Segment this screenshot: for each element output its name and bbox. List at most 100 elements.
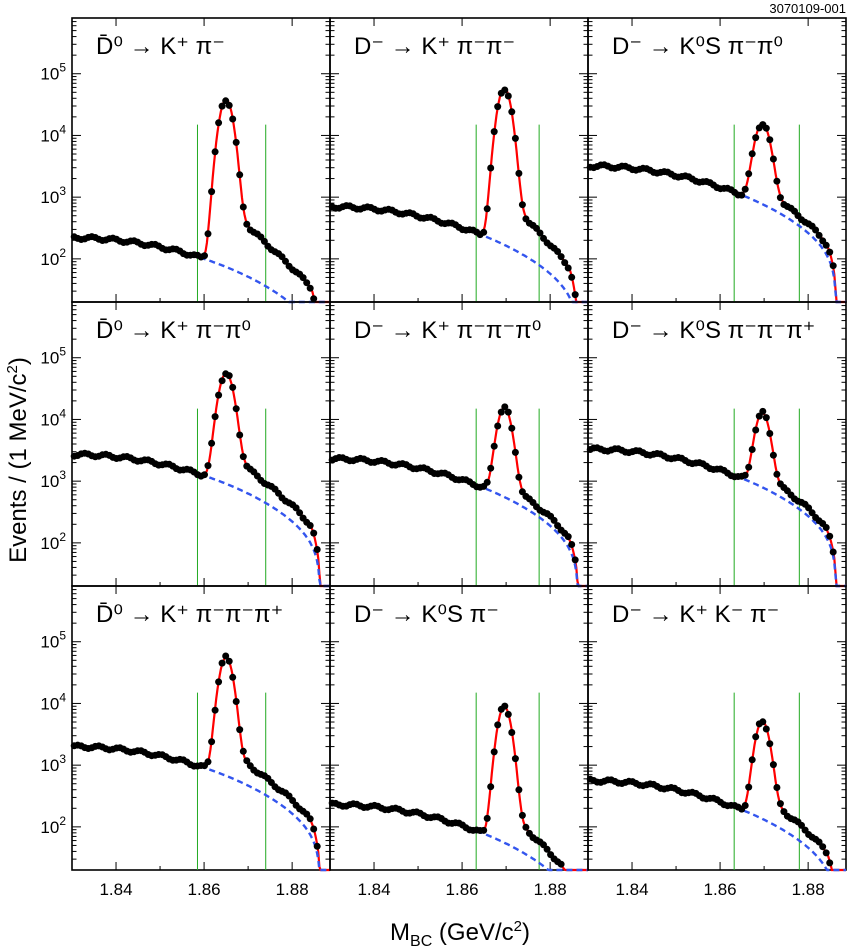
data-point	[773, 784, 781, 791]
data-point	[310, 295, 318, 303]
data-point	[822, 849, 830, 857]
data-point	[208, 738, 216, 746]
y-tick-label: 102	[40, 814, 66, 837]
decay-mode-label: D̄⁰ → K⁺ π⁻π⁰	[96, 317, 251, 344]
panel-grid: 102 103 104 105 D̄⁰ → K⁺ π⁻ D⁻ → K⁺ π⁻π⁻ D⁻ → …	[40, 17, 847, 899]
data-point	[515, 473, 523, 481]
data-point	[762, 725, 770, 733]
data-point	[289, 797, 297, 804]
y-axis-title: Events / (1 MeV/c2)	[4, 357, 32, 563]
data-point	[769, 761, 777, 769]
data-point	[748, 446, 756, 453]
data-point	[805, 504, 813, 512]
data-point	[215, 119, 223, 127]
y-tick-label: 105	[40, 629, 66, 652]
data-point	[218, 659, 226, 667]
data-point	[222, 652, 230, 660]
panel-7: 102 103 104 105 1.84 1.86 1.88 D̄⁰ → K⁺ π⁻π⁻π⁺	[40, 585, 331, 899]
data-point	[564, 533, 572, 541]
data-point	[769, 155, 777, 163]
data-point	[313, 842, 321, 850]
data-point	[826, 859, 834, 867]
panel-frame	[71, 301, 331, 587]
data-point	[571, 291, 579, 299]
fit-curve	[330, 87, 588, 304]
panel-frame	[587, 17, 847, 303]
data-point	[218, 377, 226, 385]
figure-id: 3070109-001	[769, 1, 846, 16]
data-point	[829, 262, 837, 270]
data-point	[762, 124, 770, 132]
data-point	[483, 814, 491, 822]
data-point	[501, 702, 509, 710]
y-tick-label: 102	[40, 530, 66, 553]
data-point	[204, 462, 212, 470]
data-point	[759, 407, 767, 415]
data-point	[483, 478, 491, 486]
panel-frame	[329, 301, 589, 587]
data-point	[229, 115, 237, 123]
y-tick-label: 104	[40, 122, 66, 145]
data-point	[511, 755, 519, 763]
data-point	[741, 471, 749, 479]
decay-mode-label: D⁻ → K⁺ K⁻ π⁻	[612, 601, 779, 628]
decay-mode-label: D⁻ → K⁰S π⁻	[354, 601, 499, 628]
data-point	[738, 191, 746, 199]
data-point	[497, 408, 505, 416]
data-point	[762, 414, 770, 422]
data-point	[561, 259, 569, 267]
data-point	[225, 657, 233, 665]
data-point	[741, 185, 749, 193]
data-point	[215, 678, 223, 686]
panel-frame	[329, 17, 589, 303]
data-point	[557, 860, 565, 868]
data-point	[543, 845, 551, 853]
data-point	[310, 825, 318, 833]
data-point	[296, 509, 304, 517]
data-point	[225, 372, 233, 380]
data-point	[494, 422, 502, 430]
data-point	[306, 815, 314, 823]
x-tick-label: 1.84	[615, 880, 648, 899]
x-tick-label: 1.86	[704, 880, 737, 899]
data-point	[769, 451, 777, 459]
data-point	[282, 257, 289, 265]
data-point	[773, 177, 781, 185]
data-point	[236, 171, 244, 179]
data-point	[745, 170, 753, 178]
data-point	[306, 284, 314, 292]
data-point	[536, 229, 544, 237]
decay-mode-label: D⁻ → K⁺ π⁻π⁻π⁰	[354, 317, 541, 344]
data-point	[504, 408, 512, 416]
data-point	[292, 504, 300, 512]
data-point	[815, 231, 823, 239]
data-point	[501, 403, 509, 411]
background-curve	[588, 779, 846, 872]
panel-6: D⁻ → K⁰S π⁻π⁻π⁺	[586, 301, 847, 588]
data-point	[299, 274, 307, 282]
data-point	[773, 470, 781, 478]
data-point	[487, 164, 495, 172]
data-point	[518, 811, 526, 819]
data-point	[745, 783, 753, 791]
x-tick-label: 1.88	[276, 880, 309, 899]
panel-4: 102 103 104 105 D̄⁰ → K⁺ π⁻π⁰	[40, 301, 331, 588]
data-point	[243, 220, 251, 228]
x-tick-label: 1.84	[99, 880, 132, 899]
data-point	[310, 529, 318, 537]
data-point	[239, 203, 247, 211]
data-point	[504, 92, 512, 100]
panel-frame	[329, 585, 589, 871]
data-point	[568, 273, 576, 281]
data-point	[752, 134, 760, 142]
fit-curve	[72, 372, 330, 588]
data-point	[480, 228, 488, 236]
background-curve	[330, 803, 588, 872]
data-point	[550, 516, 558, 524]
data-point	[508, 108, 516, 116]
data-point	[225, 101, 233, 109]
panel-frame	[587, 301, 847, 587]
data-point	[776, 194, 784, 202]
data-point	[313, 546, 321, 553]
data-point	[236, 726, 244, 734]
